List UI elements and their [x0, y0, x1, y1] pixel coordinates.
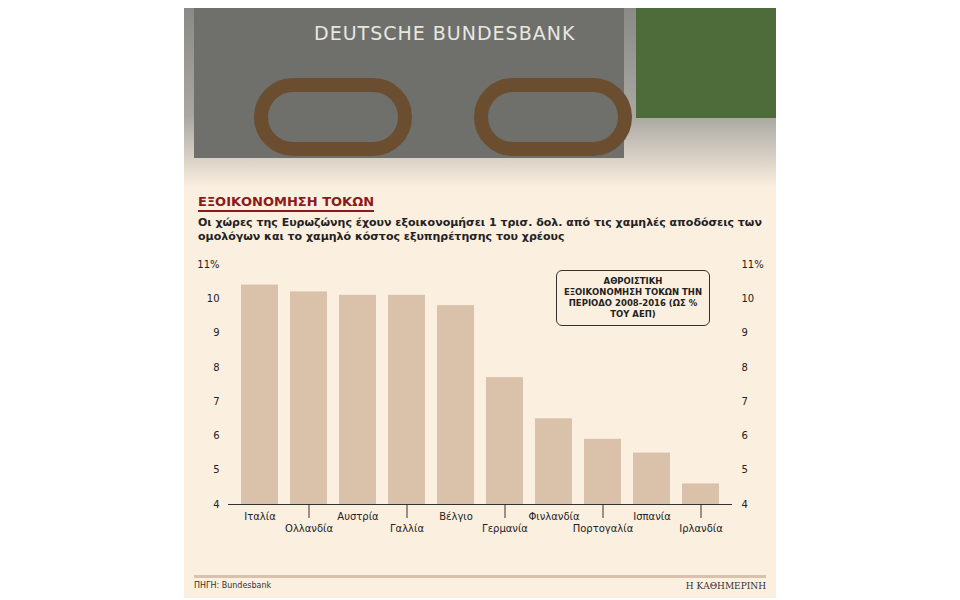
html-text:ΕΞΟΙΚΟΝΟΜΗΣΗ ΤΟΚΩΝ: ΕΞΟΙΚΟΝΟΜΗΣΗ ΤΟΚΩΝ — [198, 194, 375, 209]
html-text:ΑΘΡΟΙΣΤΙΚΗ ΕΞΟΙΚΟΝΟΜΗΣΗ ΤΟΚΩΝ: ΑΘΡΟΙΣΤΙΚΗ ΕΞΟΙΚΟΝΟΜΗΣΗ ΤΟΚΩΝ ΤΗΝ ΠΕΡΙΟΔ… — [563, 276, 702, 319]
svg-text:Γαλλία: Γαλλία — [390, 523, 424, 534]
svg-text:8: 8 — [213, 362, 219, 373]
svg-text:Αυστρία: Αυστρία — [337, 511, 379, 522]
svg-text:Πορτογαλία: Πορτογαλία — [573, 523, 634, 534]
svg-text:Ισπανία: Ισπανία — [633, 511, 671, 522]
svg-text:6: 6 — [742, 430, 748, 441]
svg-text:6: 6 — [213, 430, 219, 441]
html-text:DEUTSCHE BUNDESBANK: DEUTSCHE BUNDESBANK — [314, 22, 576, 44]
svg-text:Γερμανία: Γερμανία — [482, 523, 528, 534]
svg-text:7: 7 — [213, 396, 219, 407]
svg-text:11%: 11% — [197, 259, 219, 270]
svg-text:Ιρλανδία: Ιρλανδία — [679, 523, 723, 534]
svg-text:5: 5 — [213, 464, 219, 475]
svg-text:10: 10 — [207, 293, 220, 304]
svg-text:11%: 11% — [742, 259, 764, 270]
html-text:ΠΗΓΗ: Bundesbank: ΠΗΓΗ: Bundesbank — [194, 581, 272, 590]
svg-text:Ολλανδία: Ολλανδία — [285, 523, 333, 534]
svg-text:9: 9 — [213, 327, 219, 338]
svg-text:Φινλανδία: Φινλανδία — [528, 511, 579, 522]
svg-text:Ιταλία: Ιταλία — [244, 511, 276, 522]
svg-text:Βέλγιο: Βέλγιο — [439, 511, 473, 522]
svg-text:4: 4 — [213, 499, 219, 510]
svg-text:7: 7 — [742, 396, 748, 407]
svg-text:10: 10 — [742, 293, 755, 304]
html-text:Η ΚΑΘΗΜΕΡΙΝΗ: Η ΚΑΘΗΜΕΡΙΝΗ — [685, 581, 766, 591]
svg-text:8: 8 — [742, 362, 748, 373]
svg-text:5: 5 — [742, 464, 748, 475]
html-text:Οι χώρες της Ευρωζώνης έχουν ε: Οι χώρες της Ευρωζώνης έχουν εξοικονομήσ… — [198, 216, 762, 243]
svg-text:4: 4 — [742, 499, 748, 510]
svg-text:9: 9 — [742, 327, 748, 338]
